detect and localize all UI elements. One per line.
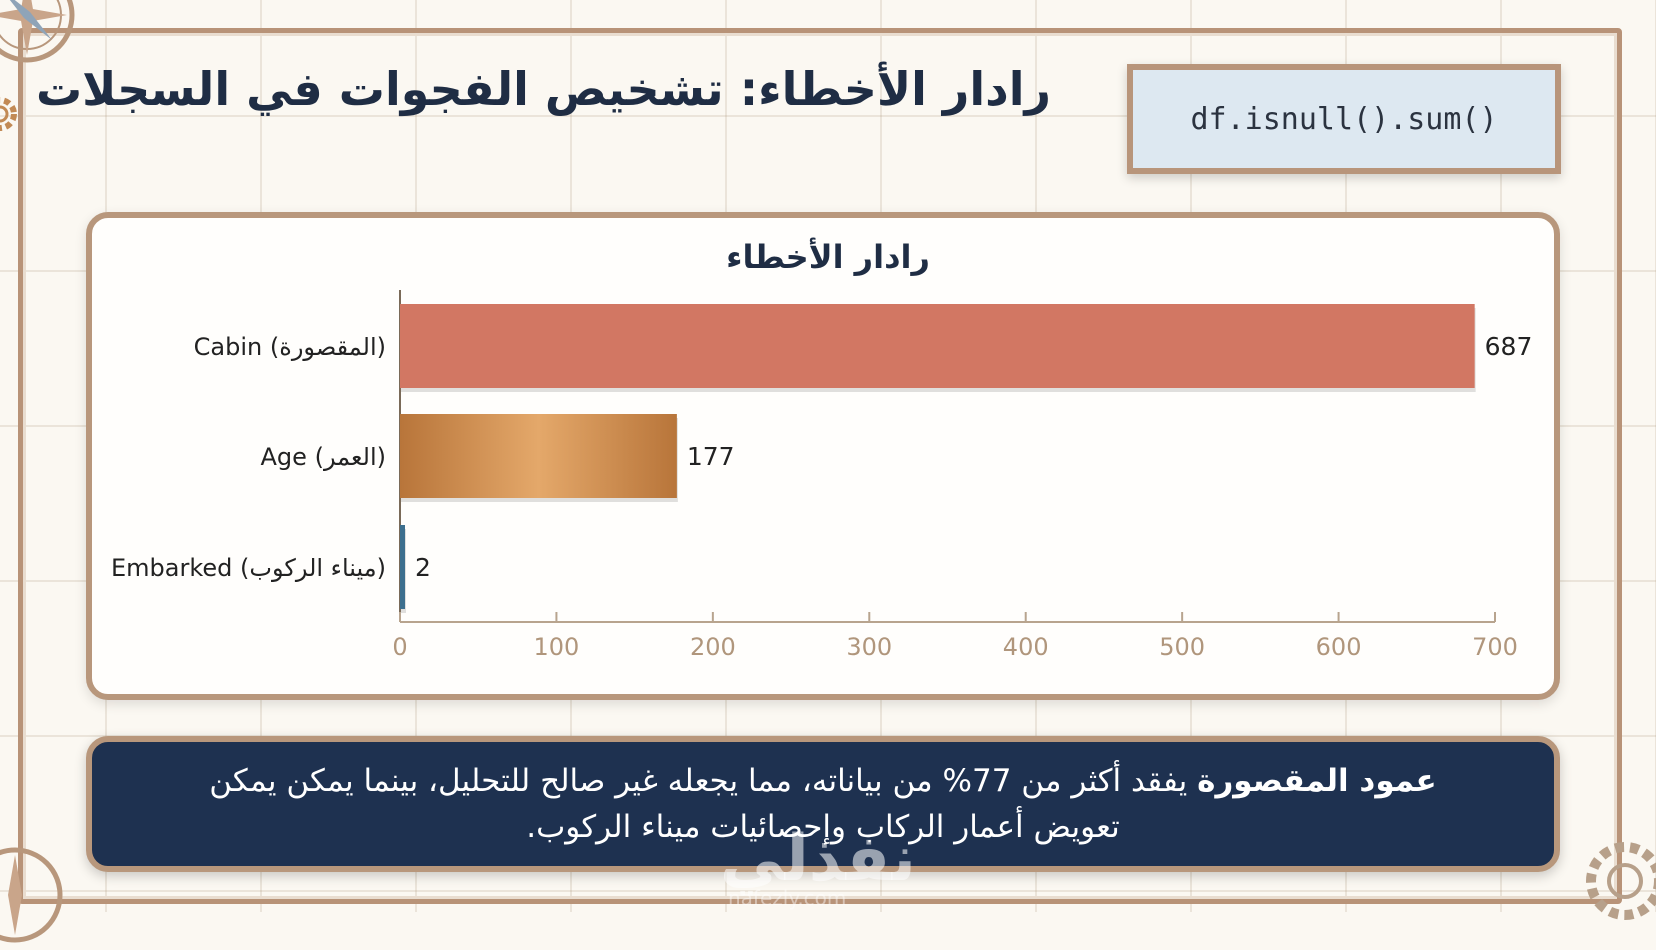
bar-chart: 0 100 200 300 400 500 600 700 687 Cabin (المقصورة… bbox=[111, 290, 1533, 661]
x-tick-label-5: 500 bbox=[1159, 633, 1205, 661]
watermark-logo: نفذلي bbox=[720, 822, 916, 896]
summary-rest: يفقد أكثر من 77% من بياناته، مما يجعله غ… bbox=[209, 763, 1198, 845]
code-snippet-box: df.isnull().sum() bbox=[1127, 64, 1561, 174]
x-tick-label-0: 0 bbox=[392, 633, 407, 661]
bar-1 bbox=[400, 414, 677, 498]
bar-value-label-1: 177 bbox=[687, 442, 735, 471]
chart-card bbox=[86, 212, 1560, 700]
bar-2 bbox=[400, 525, 405, 609]
watermark-url: nafezly.com bbox=[728, 886, 847, 910]
x-tick-label-7: 700 bbox=[1472, 633, 1518, 661]
x-tick-label-6: 600 bbox=[1316, 633, 1362, 661]
compass-icon bbox=[0, 0, 75, 63]
chart-title: رادار الأخطاء bbox=[726, 238, 930, 276]
outer-frame bbox=[18, 28, 1622, 904]
x-tick-label-3: 300 bbox=[846, 633, 892, 661]
summary-note: عمود المقصورة يفقد أكثر من 77% من بيانات… bbox=[86, 736, 1560, 872]
category-label-2: Embarked (ميناء الركوب) bbox=[111, 554, 386, 582]
summary-text: عمود المقصورة يفقد أكثر من 77% من بيانات… bbox=[193, 758, 1453, 850]
category-label-0: Cabin (المقصورة) bbox=[194, 333, 386, 361]
bar-value-label-0: 687 bbox=[1485, 332, 1533, 361]
code-snippet: df.isnull().sum() bbox=[1190, 101, 1498, 137]
bar-0 bbox=[400, 304, 1475, 388]
x-tick-label-1: 100 bbox=[534, 633, 580, 661]
gear-icon bbox=[0, 97, 17, 131]
page-title: رادار الأخطاء: تشخيص الفجوات في السجلات bbox=[35, 62, 1051, 116]
x-tick-label-4: 400 bbox=[1003, 633, 1049, 661]
category-label-1: Age (العمر) bbox=[261, 443, 386, 471]
summary-bold: عمود المقصورة bbox=[1197, 763, 1437, 799]
bar-value-label-2: 2 bbox=[415, 553, 431, 582]
x-tick-label-2: 200 bbox=[690, 633, 736, 661]
